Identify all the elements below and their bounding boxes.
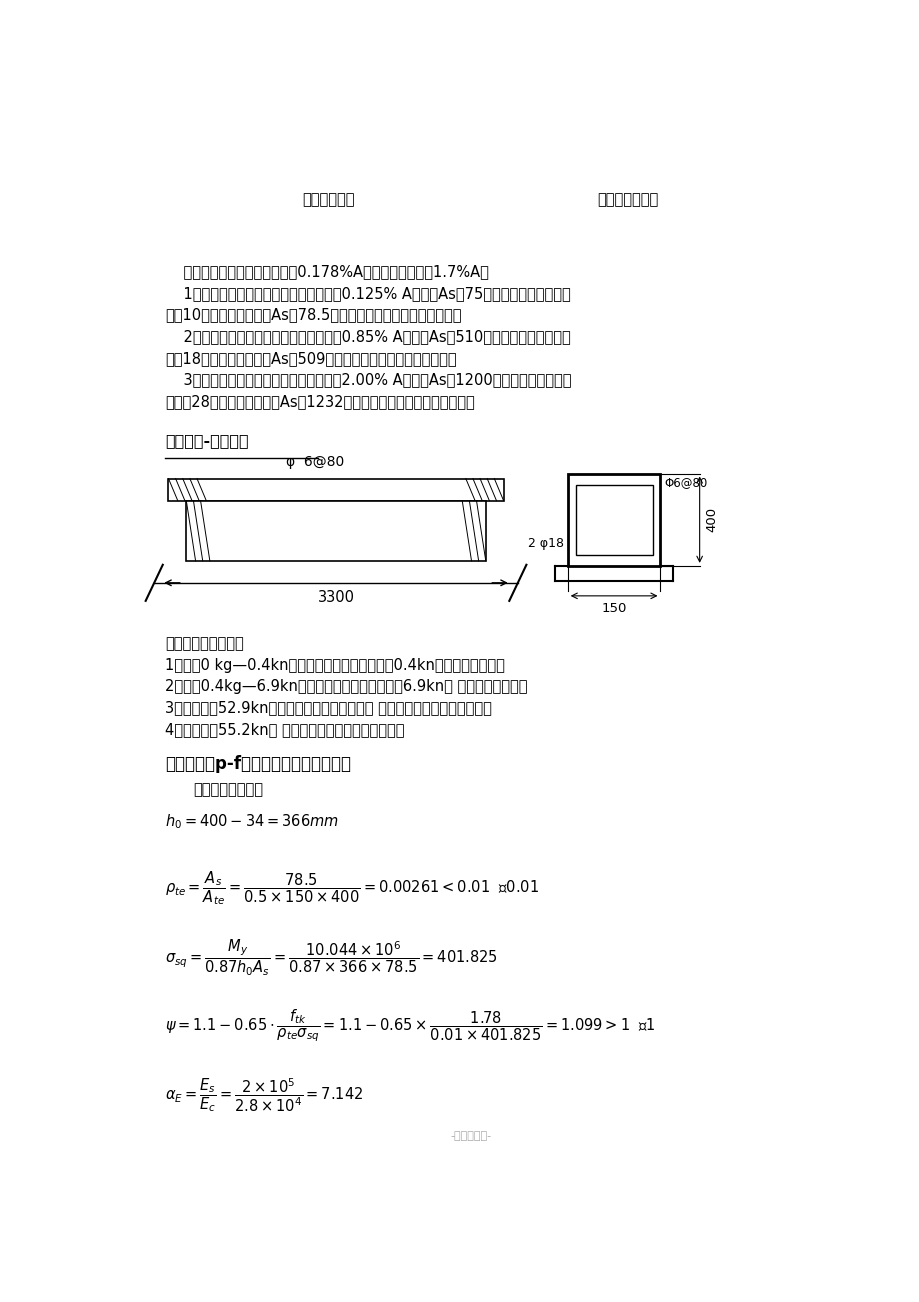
Text: 径为10的三级钢筋，实际As为78.5平方毫米，经检验满足构造要求。: 径为10的三级钢筋，实际As为78.5平方毫米，经检验满足构造要求。 <box>165 307 461 323</box>
Text: Φ6@80: Φ6@80 <box>664 475 707 488</box>
Text: 2 φ18: 2 φ18 <box>528 538 563 551</box>
Bar <box>168 479 503 500</box>
Text: φ  6@80: φ 6@80 <box>286 454 344 469</box>
Text: 径为18的三级钢筋，实际As为509平方毫米，经检验满足构造要求。: 径为18的三级钢筋，实际As为509平方毫米，经检验满足构造要求。 <box>165 350 456 366</box>
Text: 极限状态下的挠度: 极限状态下的挠度 <box>193 783 263 798</box>
Text: 150: 150 <box>601 602 626 615</box>
Bar <box>575 484 652 555</box>
Text: 直径为28的三级钢筋，实际As为1232平方毫米，经检验满足构造要求。: 直径为28的三级钢筋，实际As为1232平方毫米，经检验满足构造要求。 <box>165 393 474 409</box>
Text: 模拟实验加载数据：: 模拟实验加载数据： <box>165 635 244 651</box>
Text: 1、在进行少筋破坏计算时配筋面积采用0.125% A、计算As为75平方毫米，采用一根直: 1、在进行少筋破坏计算时配筋面积采用0.125% A、计算As为75平方毫米，采… <box>165 286 570 301</box>
Text: 适筋破坏-配筋截面: 适筋破坏-配筋截面 <box>165 434 248 448</box>
Text: 400: 400 <box>705 506 718 533</box>
Text: $\alpha_E = \dfrac{E_s}{E_c} = \dfrac{2\times10^5}{2.8\times10^4} = 7.142$: $\alpha_E = \dfrac{E_s}{E_c} = \dfrac{2\… <box>165 1075 363 1113</box>
Text: $\rho_{te} = \dfrac{A_s}{A_{te}} = \dfrac{78.5}{0.5\times150\times400}$$=0.00261: $\rho_{te} = \dfrac{A_s}{A_{te}} = \dfra… <box>165 868 539 906</box>
Text: 绘出试验梁p-f变形曲线。（计算挠度）: 绘出试验梁p-f变形曲线。（计算挠度） <box>165 754 350 772</box>
Text: 2、在进行适筋破坏计算时配筋面积采用0.85% A、计算As为510平方毫米，采用两根直: 2、在进行适筋破坏计算时配筋面积采用0.85% A、计算As为510平方毫米，采… <box>165 329 570 344</box>
Text: $\sigma_{sq} = \dfrac{M_y}{0.87h_0A_s} = \dfrac{10.044\times10^6}{0.87\times366\: $\sigma_{sq} = \dfrac{M_y}{0.87h_0A_s} =… <box>165 937 497 978</box>
Bar <box>186 500 485 561</box>
Text: 经计算该梁的最小配筋面积为0.178%A，最大配筋面积为1.7%A。: 经计算该梁的最小配筋面积为0.178%A，最大配筋面积为1.7%A。 <box>165 264 488 280</box>
Text: 3、在进行超筋破坏计算时配筋面积采用2.00% A、计算As为1200平方毫米，采用两根: 3、在进行超筋破坏计算时配筋面积采用2.00% A、计算As为1200平方毫米，… <box>165 372 571 387</box>
Text: $\psi = 1.1 - 0.65\cdot\dfrac{f_{tk}}{\rho_{te}\sigma_{sq}} = 1.1 - 0.65\times\d: $\psi = 1.1 - 0.65\cdot\dfrac{f_{tk}}{\r… <box>165 1006 655 1043</box>
Text: 1、荷载0 kg—0.4kn属于弹性阶段，当荷载达到0.4kn后进入塑形阶段。: 1、荷载0 kg—0.4kn属于弹性阶段，当荷载达到0.4kn后进入塑形阶段。 <box>165 658 505 673</box>
Bar <box>567 474 660 566</box>
Text: （受力简图）: （受力简图） <box>302 191 355 207</box>
Text: 3300: 3300 <box>317 590 354 605</box>
Text: -可编辑修改-: -可编辑修改- <box>450 1130 492 1141</box>
Text: （设计截面图）: （设计截面图） <box>597 191 658 207</box>
Text: 3、荷载达到52.9kn时钢筋达到受拉屈服强度但 混凝土还未定达到抗压峰值。: 3、荷载达到52.9kn时钢筋达到受拉屈服强度但 混凝土还未定达到抗压峰值。 <box>165 700 492 716</box>
Text: 4、荷载达到55.2kn时 混凝土达到抗压峰值该梁破坏。: 4、荷载达到55.2kn时 混凝土达到抗压峰值该梁破坏。 <box>165 723 404 737</box>
Text: $h_0 = 400 - 34 = 366mm$: $h_0 = 400 - 34 = 366mm$ <box>165 812 338 832</box>
Text: 2、荷载0.4kg—6.9kn属于塑性阶段，当荷载达到6.9kn后 混凝土开始开裂。: 2、荷载0.4kg—6.9kn属于塑性阶段，当荷载达到6.9kn后 混凝土开始开… <box>165 680 527 694</box>
